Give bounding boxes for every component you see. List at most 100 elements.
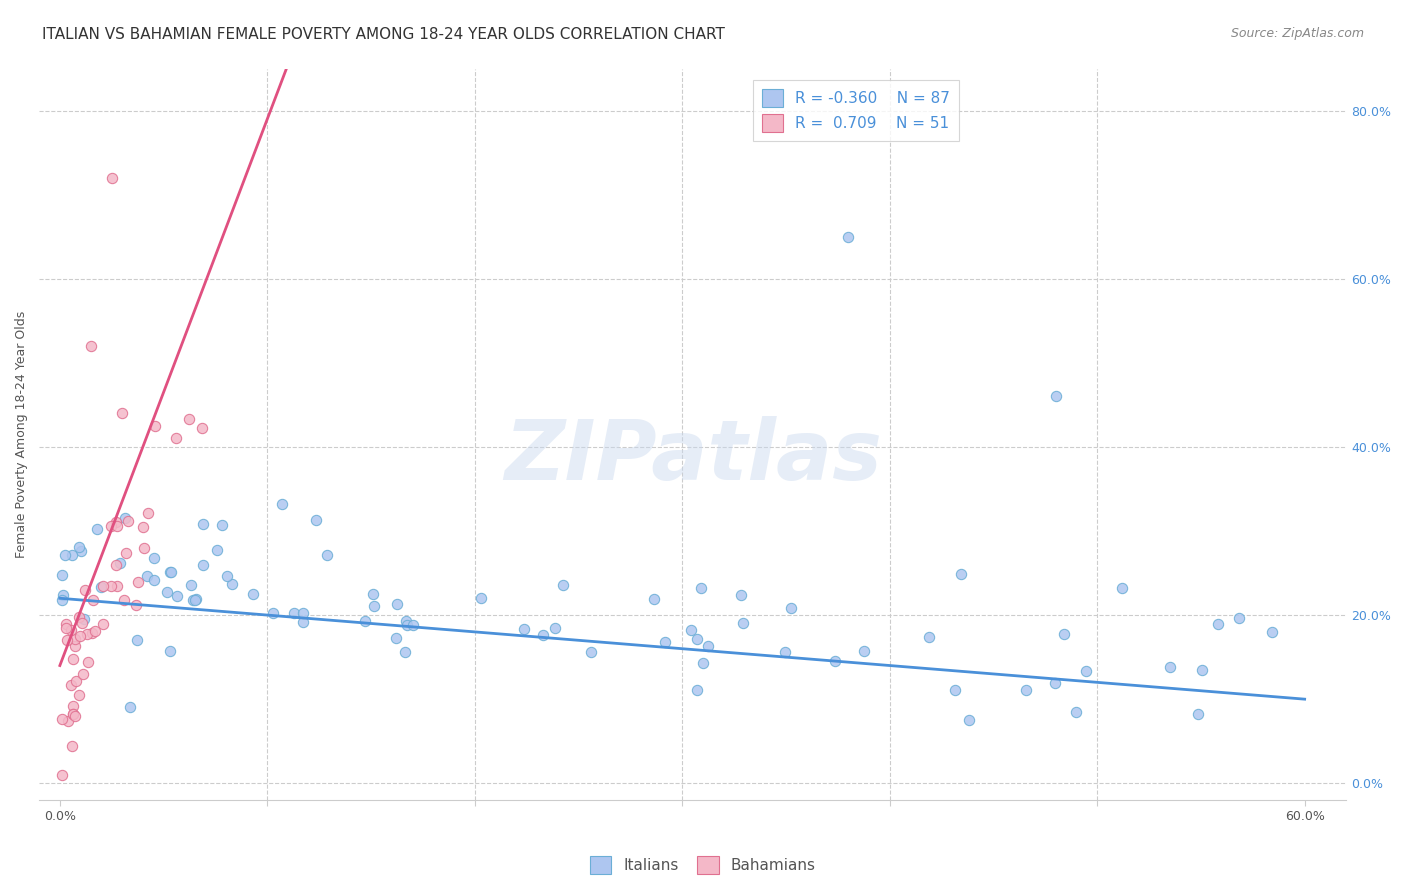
Point bbox=[63, 709, 86, 723]
Point bbox=[159, 565, 181, 579]
Text: ZIPatlas: ZIPatlas bbox=[503, 416, 882, 497]
Point bbox=[316, 548, 339, 562]
Point bbox=[120, 699, 142, 714]
Point bbox=[159, 644, 181, 658]
Point bbox=[58, 714, 80, 728]
Point bbox=[361, 587, 384, 601]
Point bbox=[127, 632, 149, 647]
Point bbox=[1074, 665, 1097, 679]
Point bbox=[159, 566, 181, 580]
Point bbox=[193, 558, 215, 572]
Point bbox=[104, 558, 127, 573]
Point bbox=[60, 739, 83, 754]
Point bbox=[353, 614, 375, 628]
Point bbox=[72, 612, 94, 626]
Point bbox=[470, 591, 492, 605]
Point bbox=[1159, 660, 1181, 674]
Point bbox=[385, 631, 408, 645]
Point bbox=[55, 617, 77, 632]
Point bbox=[69, 629, 91, 643]
Point bbox=[72, 667, 94, 681]
Point bbox=[84, 624, 107, 638]
Point bbox=[67, 540, 90, 554]
Text: ITALIAN VS BAHAMIAN FEMALE POVERTY AMONG 18-24 YEAR OLDS CORRELATION CHART: ITALIAN VS BAHAMIAN FEMALE POVERTY AMONG… bbox=[42, 27, 725, 42]
Point bbox=[205, 543, 228, 558]
Point bbox=[387, 597, 409, 611]
Point bbox=[283, 607, 305, 621]
Point bbox=[100, 519, 122, 533]
Point bbox=[690, 581, 713, 595]
Point bbox=[142, 574, 165, 588]
Point bbox=[394, 645, 416, 659]
Point bbox=[1187, 707, 1209, 722]
Point bbox=[686, 683, 709, 698]
Point bbox=[70, 543, 93, 558]
Point bbox=[731, 615, 754, 630]
Point bbox=[70, 615, 93, 630]
Point bbox=[853, 643, 876, 657]
Point bbox=[127, 574, 149, 589]
Point bbox=[191, 517, 214, 532]
Point bbox=[76, 627, 98, 641]
Point bbox=[115, 546, 138, 560]
Point bbox=[949, 567, 972, 582]
Point bbox=[1045, 389, 1067, 403]
Point bbox=[55, 548, 77, 562]
Point bbox=[943, 683, 966, 698]
Point bbox=[143, 418, 166, 433]
Point bbox=[52, 588, 75, 602]
Point bbox=[111, 406, 134, 420]
Point bbox=[134, 541, 156, 555]
Point bbox=[696, 640, 718, 654]
Point bbox=[143, 551, 166, 566]
Point bbox=[51, 568, 73, 582]
Point bbox=[80, 626, 103, 640]
Point bbox=[125, 599, 148, 613]
Point bbox=[91, 617, 114, 632]
Point bbox=[180, 578, 202, 592]
Point bbox=[221, 577, 243, 591]
Point bbox=[60, 548, 83, 562]
Point bbox=[56, 633, 79, 648]
Point bbox=[692, 656, 714, 670]
Point bbox=[730, 588, 752, 602]
Point bbox=[1227, 611, 1250, 625]
Point bbox=[63, 632, 86, 646]
Point bbox=[135, 569, 157, 583]
Point bbox=[918, 630, 941, 644]
Point bbox=[132, 520, 155, 534]
Point bbox=[775, 645, 797, 659]
Point bbox=[105, 519, 128, 533]
Point bbox=[165, 432, 187, 446]
Point bbox=[51, 768, 73, 782]
Point bbox=[780, 601, 803, 615]
Point bbox=[62, 652, 84, 666]
Point bbox=[1052, 627, 1074, 641]
Point bbox=[62, 707, 84, 722]
Point bbox=[91, 579, 114, 593]
Point bbox=[957, 713, 980, 727]
Legend: R = -0.360    N = 87, R =  0.709    N = 51: R = -0.360 N = 87, R = 0.709 N = 51 bbox=[752, 79, 959, 141]
Point bbox=[63, 640, 86, 654]
Point bbox=[136, 506, 159, 520]
Point bbox=[82, 593, 104, 607]
Point bbox=[179, 412, 201, 426]
Point bbox=[1261, 624, 1284, 639]
Point bbox=[67, 609, 90, 624]
Point bbox=[262, 606, 284, 620]
Point bbox=[824, 654, 846, 668]
Point bbox=[395, 614, 418, 628]
Point bbox=[80, 339, 103, 353]
Point bbox=[271, 498, 294, 512]
Point bbox=[837, 229, 859, 244]
Text: Source: ZipAtlas.com: Source: ZipAtlas.com bbox=[1230, 27, 1364, 40]
Point bbox=[513, 622, 536, 636]
Point bbox=[76, 655, 98, 669]
Point bbox=[686, 632, 709, 646]
Point bbox=[86, 522, 108, 536]
Point bbox=[533, 628, 555, 642]
Point bbox=[62, 706, 84, 721]
Point bbox=[1191, 663, 1213, 677]
Point bbox=[291, 615, 314, 629]
Point bbox=[215, 568, 238, 582]
